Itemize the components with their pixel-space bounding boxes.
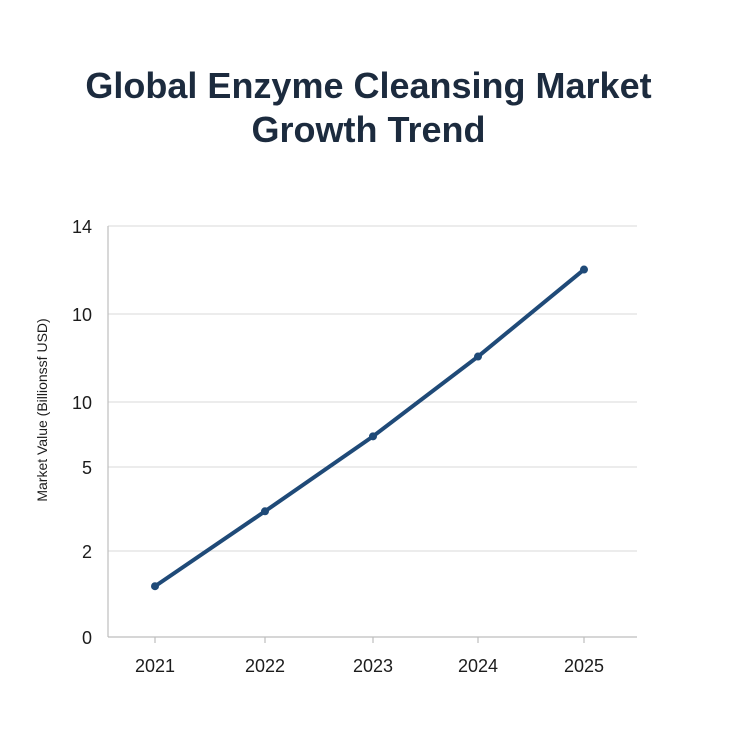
y-tick-label: 14 bbox=[72, 217, 92, 237]
data-point bbox=[369, 432, 377, 441]
y-tick-label: 10 bbox=[72, 393, 92, 413]
chart-title-line-2: Growth Trend bbox=[251, 109, 486, 150]
x-tick-label: 2022 bbox=[245, 656, 285, 676]
chart-title: Global Enzyme Cleansing Market Growth Tr… bbox=[0, 64, 737, 152]
chart-title-line-1: Global Enzyme Cleansing Market bbox=[85, 65, 652, 106]
series-line bbox=[153, 267, 586, 589]
x-tick-label: 2024 bbox=[458, 656, 498, 676]
y-tick-label: 5 bbox=[82, 458, 92, 478]
x-tick-labels: 2021 2022 2023 2024 2025 bbox=[135, 656, 604, 676]
series-line bbox=[153, 267, 586, 589]
y-tick-labels: 0 2 5 10 10 14 bbox=[72, 217, 92, 648]
x-tick-label: 2025 bbox=[564, 656, 604, 676]
x-tick-label: 2021 bbox=[135, 656, 175, 676]
data-point bbox=[261, 507, 269, 516]
data-point bbox=[151, 582, 159, 591]
data-points bbox=[151, 265, 588, 591]
y-tick-label: 0 bbox=[82, 628, 92, 648]
y-tick-label: 10 bbox=[72, 305, 92, 325]
y-axis-label: Market Value (Billionssf USD) bbox=[34, 318, 50, 501]
x-tick-label: 2023 bbox=[353, 656, 393, 676]
data-point bbox=[474, 352, 482, 361]
y-tick-label: 2 bbox=[82, 542, 92, 562]
axes bbox=[107, 226, 637, 643]
data-point bbox=[580, 265, 588, 274]
grid-lines bbox=[108, 225, 637, 552]
